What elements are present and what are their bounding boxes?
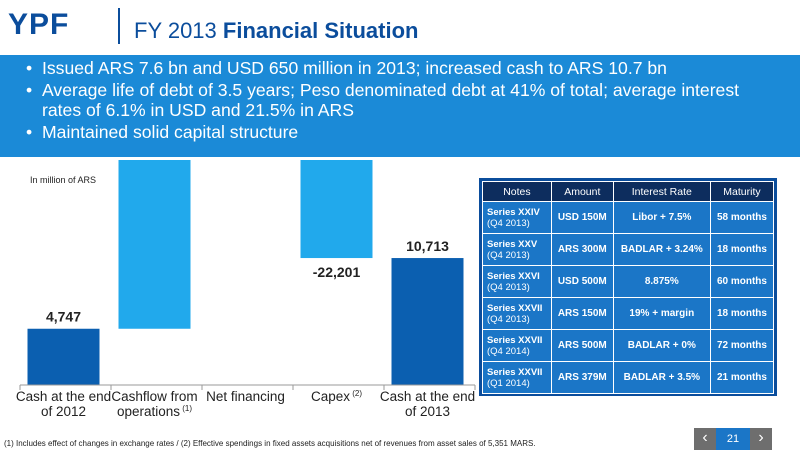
data-label: 4,747 bbox=[46, 309, 81, 325]
title-divider bbox=[118, 8, 120, 44]
series-cell: Series XXIV (Q4 2013) bbox=[482, 201, 552, 234]
rate-cell: BADLAR + 0% bbox=[612, 329, 711, 362]
maturity-cell: 72 months bbox=[709, 329, 775, 362]
table-row: Series XXVII (Q1 2014) ARS 379M BADLAR + … bbox=[482, 361, 775, 394]
series-period: (Q4 2014) bbox=[487, 345, 530, 357]
rate-cell: BADLAR + 3.24% bbox=[612, 233, 711, 266]
maturity-cell: 21 months bbox=[709, 361, 775, 394]
waterfall-bar bbox=[118, 160, 191, 329]
category-label: Cash at the end bbox=[16, 389, 111, 404]
slide-title: FY 2013 Financial Situation bbox=[134, 18, 418, 44]
amount-cell: USD 500M bbox=[550, 265, 614, 298]
series-cell: Series XXV (Q4 2013) bbox=[482, 233, 552, 266]
bullet-item: Issued ARS 7.6 bn and USD 650 million in… bbox=[26, 58, 782, 79]
series-period: (Q4 2013) bbox=[487, 281, 530, 293]
summary-bullets: Issued ARS 7.6 bn and USD 650 million in… bbox=[0, 55, 800, 142]
chevron-right-icon[interactable]: › bbox=[750, 428, 772, 450]
waterfall-bar bbox=[27, 328, 100, 385]
chevron-left-icon[interactable]: ‹ bbox=[694, 428, 716, 450]
series-period: (Q4 2013) bbox=[487, 249, 530, 261]
table-row: Series XXVII (Q4 2014) ARS 500M BADLAR + … bbox=[482, 329, 775, 362]
bullet-item: Maintained solid capital structure bbox=[26, 122, 782, 143]
series-cell: Series XXVII (Q4 2014) bbox=[482, 329, 552, 362]
table-row: Series XXVI (Q4 2013) USD 500M 8.875% 60 … bbox=[482, 265, 775, 298]
category-label: of 2013 bbox=[405, 404, 450, 419]
category-label: Net financing bbox=[206, 389, 285, 404]
header-maturity: Maturity bbox=[709, 181, 775, 202]
amount-cell: ARS 500M bbox=[550, 329, 614, 362]
category-label: Cash at the end bbox=[380, 389, 475, 404]
series-name: Series XXIV bbox=[487, 206, 540, 218]
category-label: of 2012 bbox=[41, 404, 86, 419]
amount-cell: ARS 150M bbox=[550, 297, 614, 330]
footnote-marker: (2) bbox=[350, 389, 362, 398]
notes-header-row: Notes Amount Interest Rate Maturity bbox=[482, 181, 775, 202]
footnote: (1) Includes effect of changes in exchan… bbox=[4, 439, 536, 448]
slide-title-bold: Financial Situation bbox=[222, 18, 419, 43]
notes-table: Notes Amount Interest Rate Maturity Seri… bbox=[482, 181, 775, 394]
series-period: (Q1 2014) bbox=[487, 377, 530, 389]
header-notes: Notes bbox=[482, 181, 552, 202]
table-row: Series XXVII (Q4 2013) ARS 150M 19% + mar… bbox=[482, 297, 775, 330]
slide-title-light: FY 2013 bbox=[134, 18, 217, 43]
header-interest-rate: Interest Rate bbox=[612, 181, 711, 202]
series-name: Series XXVII bbox=[487, 334, 543, 346]
amount-cell: USD 150M bbox=[550, 201, 614, 234]
table-row: Series XXIV (Q4 2013) USD 150M Libor + 7.… bbox=[482, 201, 775, 234]
data-label: 10,713 bbox=[406, 238, 449, 254]
maturity-cell: 18 months bbox=[709, 233, 775, 266]
amount-cell: ARS 300M bbox=[550, 233, 614, 266]
header-amount: Amount bbox=[550, 181, 614, 202]
waterfall-bar bbox=[391, 258, 464, 385]
maturity-cell: 60 months bbox=[709, 265, 775, 298]
maturity-cell: 18 months bbox=[709, 297, 775, 330]
bullet-item: Average life of debt of 3.5 years; Peso … bbox=[26, 80, 782, 121]
chart-unit-note: In million of ARS bbox=[30, 175, 97, 185]
table-row: Series XXV (Q4 2013) ARS 300M BADLAR + 3.… bbox=[482, 233, 775, 266]
series-name: Series XXVII bbox=[487, 366, 543, 378]
series-cell: Series XXVII (Q1 2014) bbox=[482, 361, 552, 394]
category-label: Capex (2) bbox=[311, 389, 362, 404]
footnote-marker: (1) bbox=[180, 404, 192, 413]
data-label: -22,201 bbox=[313, 264, 361, 280]
page-number: 21 bbox=[716, 428, 750, 450]
series-cell: Series XXVII (Q4 2013) bbox=[482, 297, 552, 330]
waterfall-bar bbox=[300, 160, 373, 259]
category-label: Cashflow from bbox=[111, 389, 197, 404]
series-period: (Q4 2013) bbox=[487, 313, 530, 325]
series-name: Series XXVII bbox=[487, 302, 543, 314]
maturity-cell: 58 months bbox=[709, 201, 775, 234]
rate-cell: 19% + margin bbox=[612, 297, 711, 330]
series-period: (Q4 2013) bbox=[487, 217, 530, 229]
rate-cell: 8.875% bbox=[612, 265, 711, 298]
series-name: Series XXV bbox=[487, 238, 538, 250]
rate-cell: Libor + 7.5% bbox=[612, 201, 711, 234]
series-cell: Series XXVI (Q4 2013) bbox=[482, 265, 552, 298]
slide-pager: ‹ 21 › bbox=[694, 428, 772, 450]
ypf-logo: YPF bbox=[8, 8, 70, 41]
category-label: operations (1) bbox=[117, 404, 192, 419]
amount-cell: ARS 379M bbox=[550, 361, 614, 394]
summary-banner: Issued ARS 7.6 bn and USD 650 million in… bbox=[0, 55, 800, 157]
rate-cell: BADLAR + 3.5% bbox=[612, 361, 711, 394]
series-name: Series XXVI bbox=[487, 270, 540, 282]
